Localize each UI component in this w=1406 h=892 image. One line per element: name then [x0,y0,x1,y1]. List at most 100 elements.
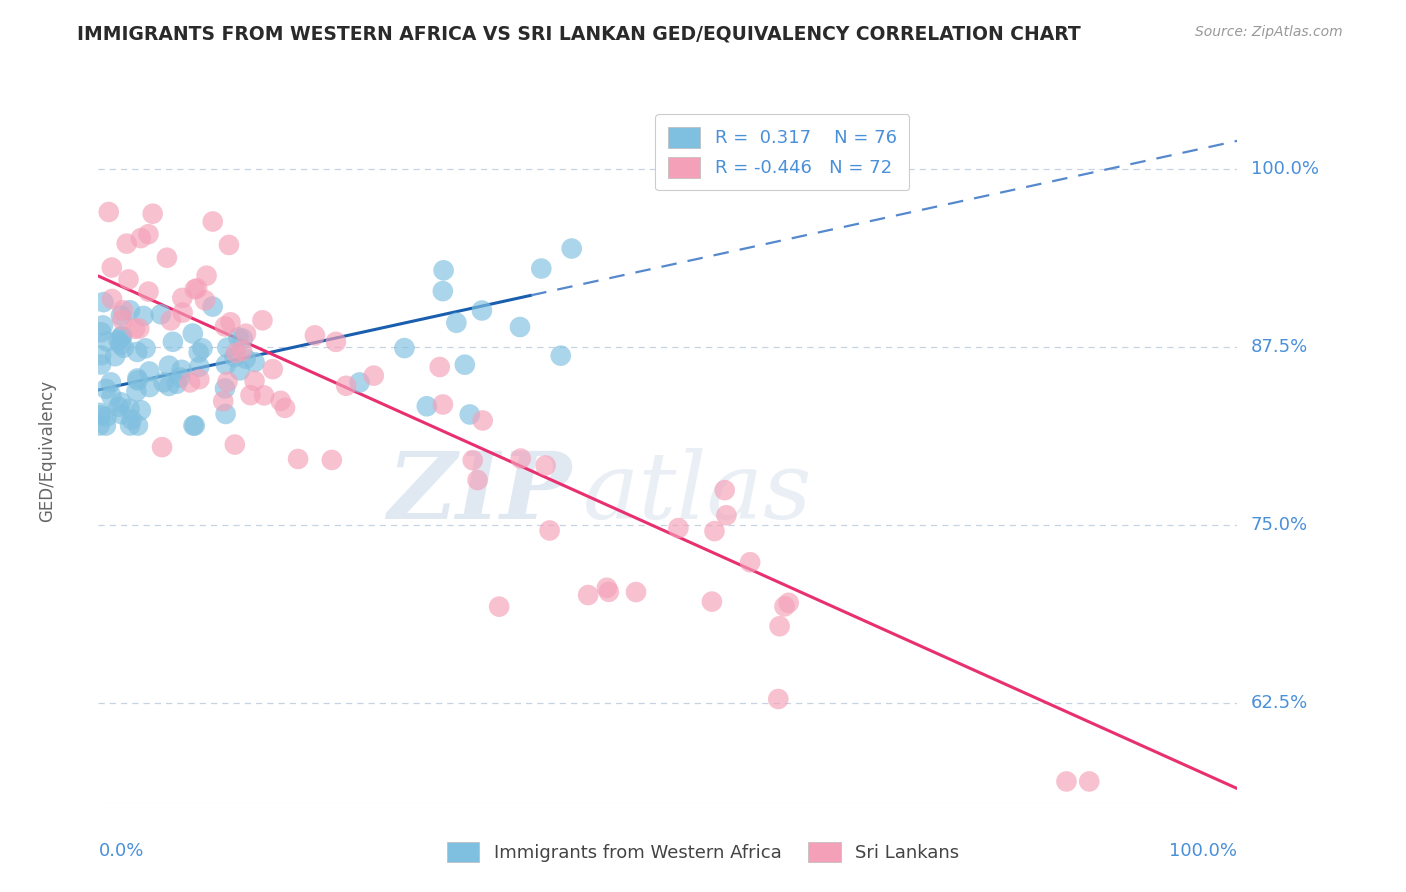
Point [118,303,141,318]
Point [454,358,477,372]
Point [127,373,149,387]
Point [156,251,179,265]
Point [1078,774,1101,789]
Point [778,596,800,610]
Point [188,359,211,374]
Legend: R =  0.317    N = 76, R = -0.446   N = 72: R = 0.317 N = 76, R = -0.446 N = 72 [655,114,910,190]
Point [135,342,157,356]
Point [432,397,454,411]
Point [429,359,451,374]
Point [576,588,599,602]
Point [110,309,132,323]
Point [304,328,326,343]
Text: 75.0%: 75.0% [1251,516,1308,534]
Point [471,303,494,318]
Point [129,403,152,417]
Point [181,326,204,341]
Point [187,345,209,359]
Text: IMMIGRANTS FROM WESTERN AFRICA VS SRI LANKAN GED/EQUIVALENCY CORRELATION CHART: IMMIGRANTS FROM WESTERN AFRICA VS SRI LA… [77,25,1081,44]
Point [235,351,257,366]
Point [138,227,160,242]
Point [253,388,276,402]
Point [89,418,111,433]
Point [232,332,254,346]
Point [201,300,224,314]
Point [111,329,134,343]
Point [212,394,235,409]
Point [231,343,253,358]
Point [467,473,489,487]
Point [335,378,357,392]
Point [97,205,120,219]
Point [142,207,165,221]
Point [93,295,115,310]
Point [195,268,218,283]
Legend: Immigrants from Western Africa, Sri Lankans: Immigrants from Western Africa, Sri Lank… [439,834,967,870]
Text: GED/Equivalency: GED/Equivalency [38,379,56,522]
Point [768,692,790,706]
Point [186,281,208,295]
Point [117,272,139,286]
Point [121,412,143,426]
Point [530,261,553,276]
Point [217,341,239,355]
Point [132,309,155,323]
Point [700,594,723,608]
Point [128,321,150,335]
Point [120,418,142,433]
Point [100,389,122,403]
Point [96,409,118,424]
Point [110,329,132,343]
Point [488,599,510,614]
Point [138,285,160,299]
Point [91,318,114,333]
Text: atlas: atlas [582,448,811,538]
Point [215,358,238,372]
Point [325,334,347,349]
Point [235,326,257,341]
Point [217,375,239,389]
Point [201,214,224,228]
Point [90,358,112,372]
Point [624,585,647,599]
Point [179,376,201,390]
Point [111,303,134,318]
Point [703,524,725,538]
Point [138,380,160,394]
Point [124,321,146,335]
Point [239,388,262,402]
Point [110,407,132,421]
Point [713,483,735,497]
Point [509,451,531,466]
Point [169,370,191,384]
Point [152,376,174,390]
Point [90,326,112,340]
Point [416,399,439,413]
Point [172,291,194,305]
Point [214,319,236,334]
Text: 100.0%: 100.0% [1251,161,1319,178]
Point [127,418,149,433]
Point [125,384,148,399]
Point [321,453,343,467]
Point [101,292,124,306]
Point [225,346,247,360]
Point [170,363,193,377]
Point [100,376,122,390]
Point [509,320,531,334]
Point [446,316,468,330]
Point [183,418,205,433]
Point [363,368,385,383]
Point [534,458,557,473]
Point [252,313,274,327]
Point [129,231,152,245]
Point [274,401,297,415]
Point [394,341,416,355]
Point [243,374,266,388]
Point [471,413,494,427]
Point [668,521,690,535]
Point [157,379,180,393]
Point [115,236,138,251]
Point [228,330,250,344]
Point [432,284,454,298]
